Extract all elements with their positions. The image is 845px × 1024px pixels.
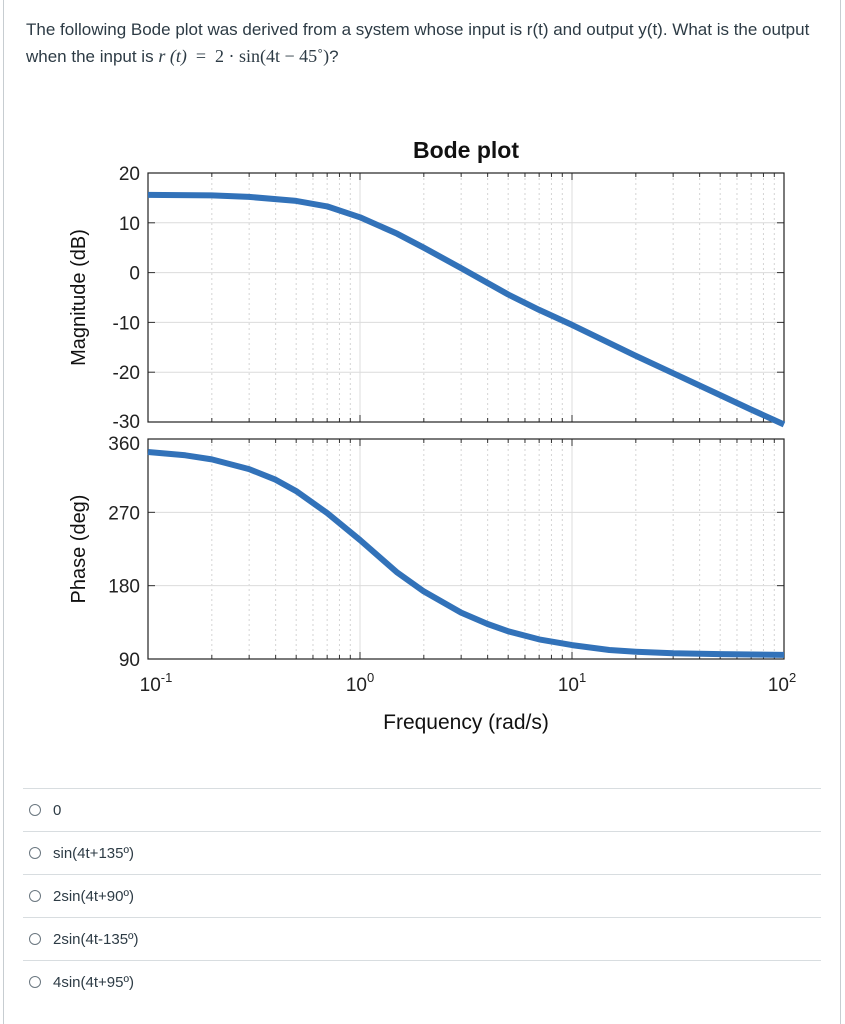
- magnitude-axis-label: Magnitude (dB): [68, 229, 90, 366]
- answer-label: 4sin(4t+95º): [53, 973, 134, 991]
- x-tick-label: 101: [558, 670, 586, 696]
- answer-list: 0 sin(4t+135º) 2sin(4t+90º) 2sin(4t-135º…: [23, 788, 821, 1003]
- radio-button[interactable]: [29, 933, 41, 945]
- phase-line: [147, 449, 785, 658]
- answer-option[interactable]: 2sin(4t-135º): [23, 917, 821, 960]
- question-text: The following Bode plot was derived from…: [26, 16, 826, 70]
- math-lhs: r: [158, 46, 166, 66]
- answer-label: 0: [53, 801, 62, 819]
- y-tick-label: -20: [113, 363, 140, 384]
- radio-button[interactable]: [29, 890, 41, 902]
- chart-title: Bode plot: [413, 137, 519, 163]
- plot-frame: [147, 438, 785, 660]
- y-tick-label: 360: [108, 434, 140, 455]
- answer-option[interactable]: 0: [23, 788, 821, 831]
- y-tick-label: 180: [108, 577, 140, 598]
- math-arg: (t): [169, 46, 187, 66]
- question-math: r (t) = 2 · sin(4t − 45˚): [158, 46, 329, 66]
- y-tick-label: -10: [113, 313, 140, 334]
- answer-option[interactable]: 2sin(4t+90º): [23, 874, 821, 917]
- radio-button[interactable]: [29, 976, 41, 988]
- math-rhs: 2 · sin(4t − 45˚): [215, 46, 330, 66]
- x-axis-label: Frequency (rad/s): [383, 711, 549, 734]
- magnitude-line: [147, 191, 786, 428]
- question-mark: ?: [329, 47, 339, 66]
- y-tick-label: 0: [129, 264, 140, 285]
- x-tick-label: 102: [768, 670, 796, 696]
- question-body: The following Bode plot was derived from…: [26, 20, 810, 66]
- y-tick-label: 20: [119, 164, 140, 185]
- answer-option[interactable]: 4sin(4t+95º): [23, 960, 821, 1003]
- x-tick-label: 100: [346, 670, 374, 696]
- y-tick-label: 270: [108, 503, 140, 524]
- radio-button[interactable]: [29, 847, 41, 859]
- phase-axis-label: Phase (deg): [68, 495, 90, 604]
- answer-option[interactable]: sin(4t+135º): [23, 831, 821, 874]
- x-tick-label: 10-1: [140, 670, 173, 696]
- answer-label: sin(4t+135º): [53, 844, 134, 862]
- plot-frame: [147, 172, 785, 423]
- answer-label: 2sin(4t-135º): [53, 930, 139, 948]
- radio-button[interactable]: [29, 804, 41, 816]
- answer-label: 2sin(4t+90º): [53, 887, 134, 905]
- y-tick-label: 90: [119, 650, 140, 671]
- question-frame: [3, 0, 841, 1024]
- math-equals: =: [195, 46, 206, 66]
- y-tick-label: -30: [113, 412, 140, 433]
- y-tick-label: 10: [119, 214, 140, 235]
